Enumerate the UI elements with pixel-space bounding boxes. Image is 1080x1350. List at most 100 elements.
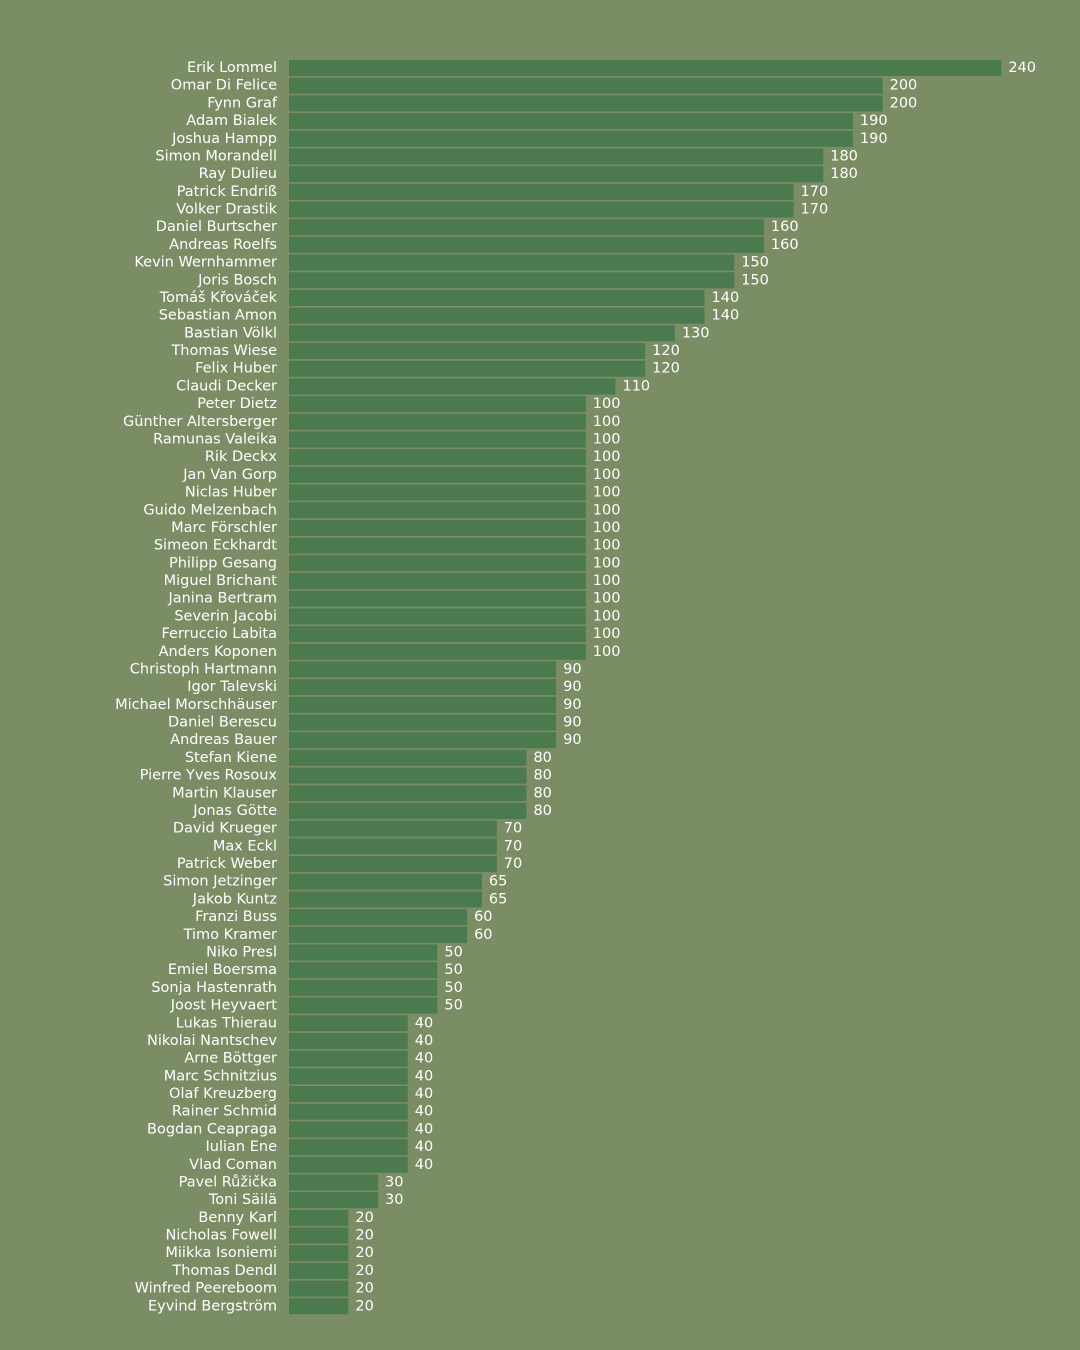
- category-label: Arne Böttger: [184, 1051, 277, 1067]
- bar: [289, 820, 497, 837]
- bar: [289, 997, 438, 1014]
- value-label: 50: [444, 998, 462, 1014]
- category-label: Jan Van Gorp: [182, 467, 277, 483]
- value-label: 100: [593, 555, 621, 571]
- category-label: Thomas Wiese: [170, 343, 277, 359]
- value-label: 100: [593, 414, 621, 430]
- category-label: Volker Drastik: [176, 202, 277, 218]
- value-label: 100: [593, 485, 621, 501]
- bar: [289, 307, 705, 324]
- value-label: 120: [652, 361, 680, 377]
- value-label: 20: [355, 1210, 373, 1226]
- bar: [289, 413, 586, 430]
- bar: [289, 626, 586, 643]
- category-label: Ray Dulieu: [199, 166, 277, 182]
- value-label: 240: [1008, 60, 1036, 76]
- value-label: 50: [444, 962, 462, 978]
- value-label: 120: [652, 343, 680, 359]
- value-label: 70: [504, 856, 522, 872]
- value-label: 160: [771, 219, 799, 235]
- value-label: 90: [563, 732, 581, 748]
- bar: [289, 714, 557, 731]
- bar: [289, 608, 586, 625]
- bars-group: [289, 60, 1002, 1315]
- value-label: 180: [830, 148, 858, 164]
- value-label: 100: [593, 644, 621, 660]
- value-label: 100: [593, 538, 621, 554]
- category-label: Anders Koponen: [159, 644, 277, 660]
- bar: [289, 661, 557, 678]
- value-label: 180: [830, 166, 858, 182]
- category-label: Stefan Kiene: [185, 750, 277, 766]
- bar: [289, 1156, 408, 1173]
- value-label: 40: [415, 1086, 433, 1102]
- value-label: 100: [593, 573, 621, 589]
- bar: [289, 95, 883, 112]
- value-label: 30: [385, 1192, 403, 1208]
- category-label: David Krueger: [173, 821, 277, 837]
- value-label: 40: [415, 1051, 433, 1067]
- value-label: 110: [622, 378, 650, 394]
- category-label: Igor Talevski: [187, 679, 277, 695]
- bar: [289, 1262, 349, 1279]
- category-label: Bogdan Ceapraga: [147, 1121, 277, 1137]
- value-label: 90: [563, 697, 581, 713]
- value-label: 200: [890, 78, 918, 94]
- bar: [289, 802, 527, 819]
- value-label: 20: [355, 1263, 373, 1279]
- bar: [289, 749, 527, 766]
- bar: [289, 289, 705, 306]
- category-label: Andreas Bauer: [170, 732, 277, 748]
- bar: [289, 1068, 408, 1085]
- bar: [289, 130, 853, 147]
- bar: [289, 1298, 349, 1315]
- bar: [289, 573, 586, 590]
- category-label: Rik Deckx: [205, 449, 278, 465]
- bar: [289, 396, 586, 413]
- bar: [289, 979, 438, 996]
- category-label: Benny Karl: [198, 1210, 277, 1226]
- category-label: Tomáš Křováček: [159, 290, 278, 306]
- category-label: Joshua Hampp: [171, 131, 277, 147]
- bar: [289, 113, 853, 130]
- category-label: Martin Klauser: [172, 785, 277, 801]
- bar: [289, 183, 794, 200]
- value-label: 90: [563, 715, 581, 731]
- value-label: 140: [712, 290, 740, 306]
- category-label: Niko Presl: [206, 945, 277, 961]
- category-label: Kevin Wernhammer: [134, 255, 277, 271]
- bar: [289, 856, 497, 873]
- category-label: Franzi Buss: [195, 909, 277, 925]
- category-label: Janina Bertram: [167, 591, 277, 607]
- bar: [289, 891, 482, 908]
- bar: [289, 502, 586, 519]
- value-label: 70: [504, 838, 522, 854]
- category-label: Joost Heyvaert: [170, 998, 278, 1014]
- category-label: Daniel Berescu: [168, 715, 277, 731]
- value-label: 100: [593, 608, 621, 624]
- value-label: 100: [593, 449, 621, 465]
- category-label: Eyvind Bergström: [148, 1298, 277, 1314]
- bar: [289, 1209, 349, 1226]
- value-label: 130: [682, 325, 710, 341]
- category-label: Nikolai Nantschev: [147, 1033, 277, 1049]
- value-label: 100: [593, 431, 621, 447]
- bar: [289, 555, 586, 572]
- category-label: Iulian Ene: [206, 1139, 278, 1155]
- category-label: Omar Di Felice: [171, 78, 277, 94]
- value-label: 40: [415, 1033, 433, 1049]
- category-label: Peter Dietz: [197, 396, 277, 412]
- bar: [289, 1227, 349, 1244]
- value-label: 40: [415, 1104, 433, 1120]
- bar: [289, 909, 468, 926]
- value-label: 65: [489, 891, 507, 907]
- category-label: Lukas Thierau: [176, 1015, 277, 1031]
- category-label: Joris Bosch: [197, 272, 277, 288]
- category-label: Simon Jetzinger: [163, 874, 277, 890]
- category-label: Winfred Peereboom: [135, 1281, 277, 1297]
- bar: [289, 378, 616, 395]
- value-label: 90: [563, 661, 581, 677]
- value-label: 100: [593, 396, 621, 412]
